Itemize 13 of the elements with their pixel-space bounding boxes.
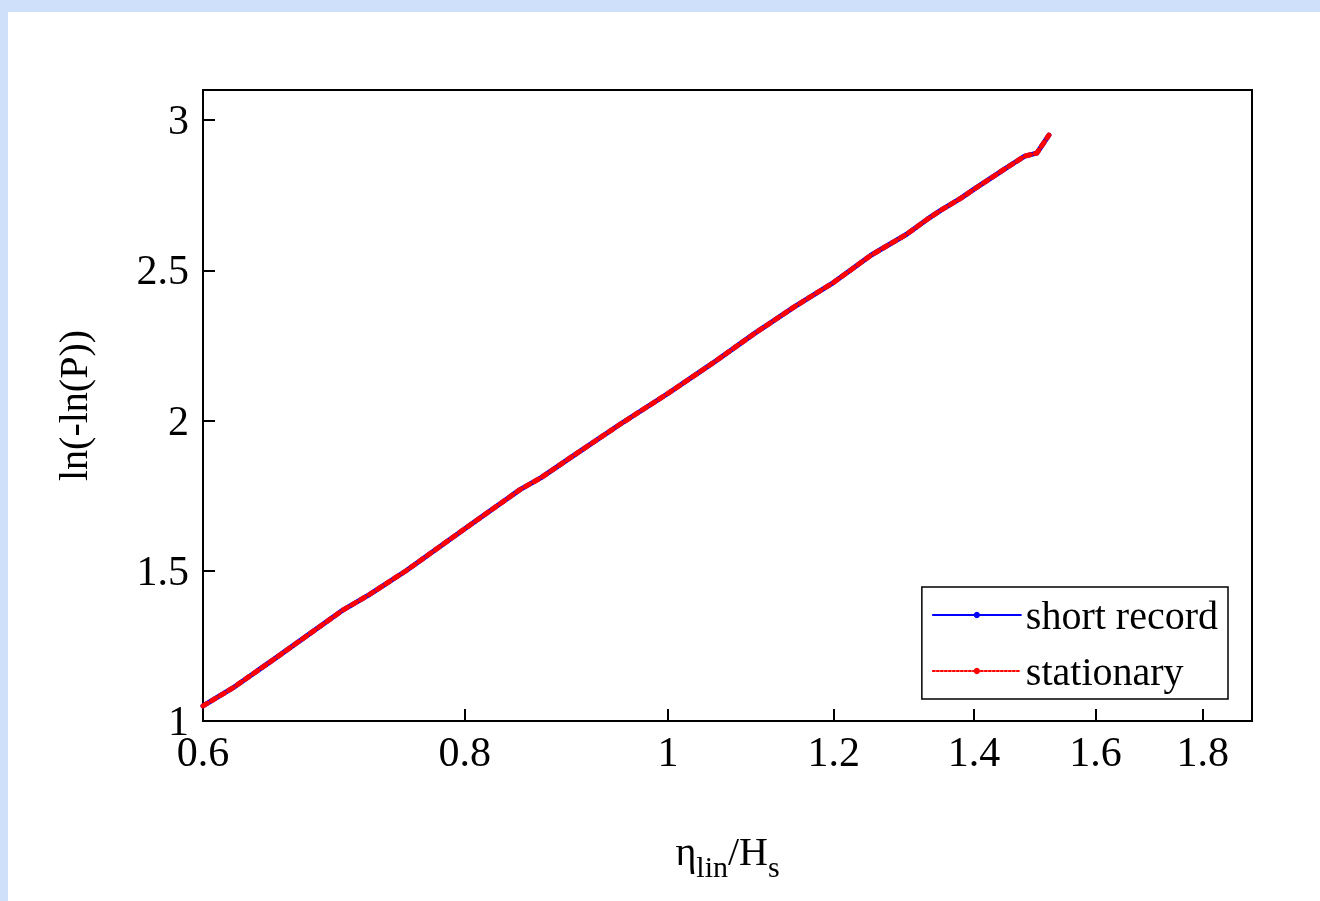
x-tick-label: 1.2 [807,729,861,775]
x-tick-label: 1.4 [947,729,1001,775]
y-axis-title: ln(-ln(P)) [50,329,96,482]
x-tick-label: 1.6 [1069,729,1122,775]
x-tick-label: 0.8 [438,729,492,775]
y-tick-label: 2.5 [136,247,189,294]
x-tick-label: 1.8 [1176,729,1230,775]
y-tick-label: 3 [168,97,189,144]
x-tick-label: 1 [657,729,679,775]
y-tick-label: 2 [168,397,189,444]
y-tick-label: 1.5 [136,547,189,594]
legend-label: stationary [1025,648,1184,694]
legend-label: short record [1025,592,1219,638]
